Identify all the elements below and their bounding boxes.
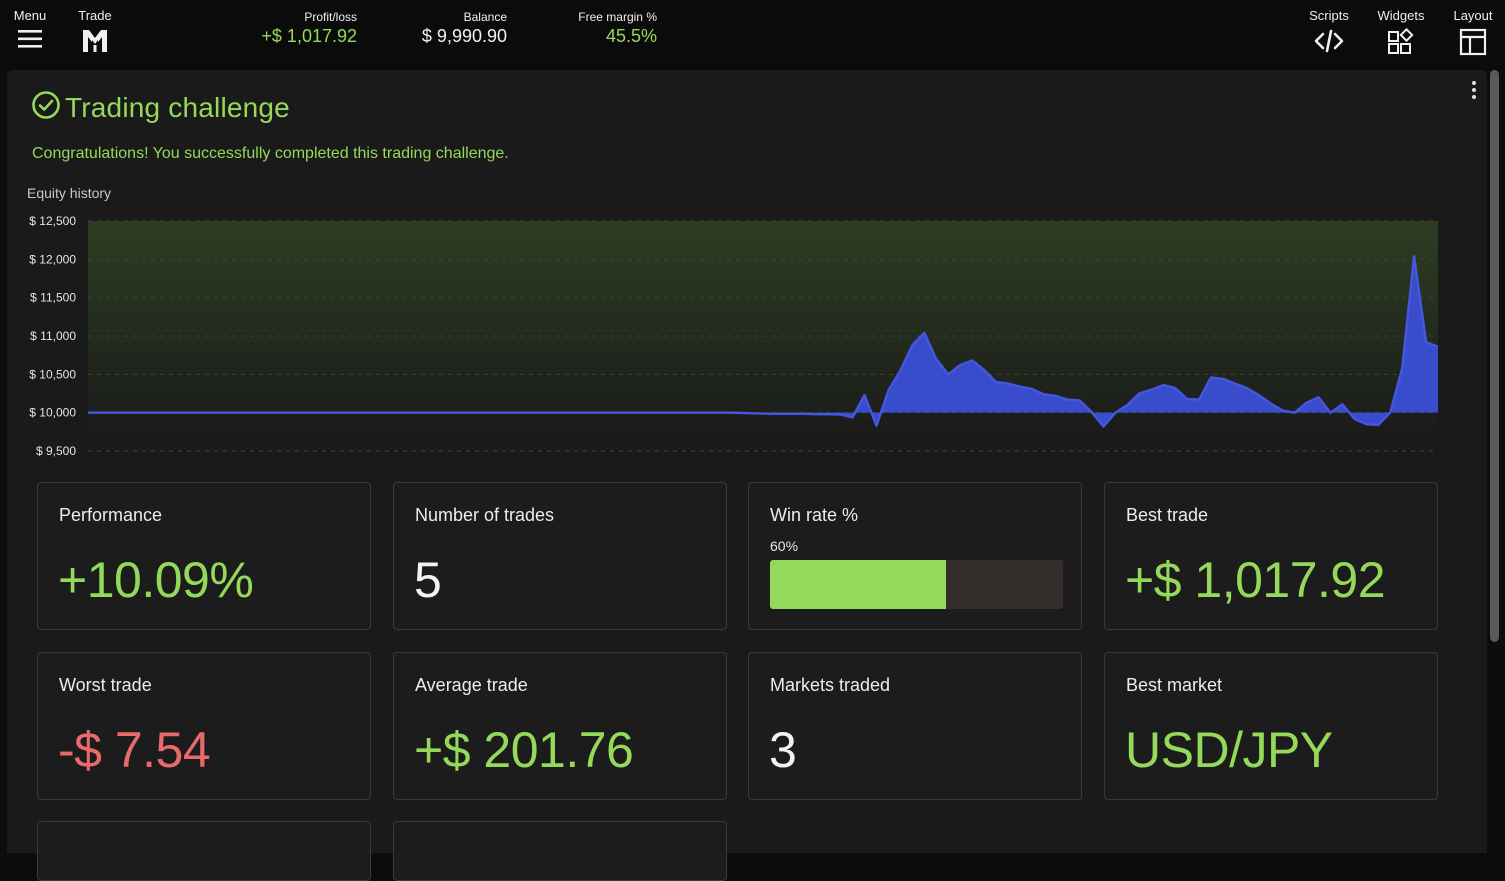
stat-card-title: Best trade <box>1126 505 1209 525</box>
brand-logo-icon <box>81 28 109 59</box>
balance-label: Balance <box>463 10 507 24</box>
menu-label: Menu <box>13 8 47 23</box>
stat-card-best-market: Best market USD/JPY <box>1104 652 1438 800</box>
menu-button[interactable]: Menu <box>12 0 48 70</box>
stat-card-title: Best market <box>1126 675 1223 695</box>
widgets-button[interactable]: Widgets <box>1372 0 1430 70</box>
stat-card-value: 5 <box>414 552 442 608</box>
balance-value: $ 9,990.90 <box>421 26 507 46</box>
code-icon <box>1314 28 1344 59</box>
layout-icon <box>1459 28 1487 61</box>
stat-card-title: Worst trade <box>59 675 152 695</box>
stat-card-markets-traded: Markets traded 3 <box>748 652 1082 800</box>
free-margin-value: 45.5% <box>605 26 657 46</box>
equity-area <box>88 256 1438 427</box>
y-tick-label: $ 12,000 <box>29 252 76 266</box>
stat-card-value: +$ 201.76 <box>414 722 634 778</box>
profit-loss-stat: Profit/loss +$ 1,017.92 <box>240 0 357 47</box>
stat-card-value: 3 <box>769 722 797 778</box>
kebab-dot-icon <box>1472 81 1476 85</box>
top-bar: Menu Trade Profit/loss +$ 1,017.92 Balan… <box>0 0 1505 70</box>
win-rate-value: 60% <box>770 538 799 554</box>
layout-button[interactable]: Layout <box>1450 0 1496 70</box>
stat-card-value: USD/JPY <box>1125 722 1333 778</box>
stat-card-number-of-trades: Number of trades 5 <box>393 482 727 630</box>
profit-loss-value: +$ 1,017.92 <box>261 26 357 46</box>
y-tick-label: $ 10,000 <box>29 406 76 420</box>
equity-line <box>88 255 1439 428</box>
stat-card-title: Number of trades <box>415 505 555 525</box>
stat-card-partial <box>393 821 727 881</box>
scripts-label: Scripts <box>1309 8 1349 23</box>
check-circle-icon <box>31 90 61 125</box>
scripts-button[interactable]: Scripts <box>1304 0 1354 70</box>
y-tick-label: $ 11,500 <box>30 291 76 305</box>
hamburger-icon <box>17 28 43 55</box>
widgets-label: Widgets <box>1377 8 1425 23</box>
balance-stat: Balance $ 9,990.90 <box>400 0 507 47</box>
y-tick-label: $ 12,500 <box>29 214 76 228</box>
y-tick-label: $ 10,500 <box>29 367 76 381</box>
stat-card-title: Performance <box>59 505 163 525</box>
trade-label: Trade <box>78 8 112 23</box>
free-margin-label: Free margin % <box>578 10 657 24</box>
kebab-dot-icon <box>1472 88 1476 92</box>
y-tick-label: $ 9,500 <box>36 444 76 458</box>
stat-card-partial <box>37 821 371 881</box>
kebab-dot-icon <box>1472 95 1476 99</box>
trade-button[interactable]: Trade <box>76 0 114 70</box>
equity-history-chart: $ 12,500 $ 12,000 $ 11,500 $ 11,000 $ 10,500… <box>29 214 1439 458</box>
y-tick-label: $ 11,000 <box>30 329 76 343</box>
stat-card-value: +$ 1,017.92 <box>1125 552 1386 608</box>
stat-card-best-trade: Best trade +$ 1,017.92 <box>1104 482 1438 630</box>
more-options-button[interactable] <box>1462 80 1486 100</box>
stat-card-title: Average trade <box>415 675 528 695</box>
stat-card-worst-trade: Worst trade -$ 7.54 <box>37 652 371 800</box>
equity-history-label: Equity history <box>27 185 112 201</box>
stat-card-value: +10.09% <box>58 552 254 608</box>
profit-loss-label: Profit/loss <box>304 10 357 24</box>
stat-card-title: Win rate % <box>770 505 859 525</box>
widgets-icon <box>1387 27 1415 61</box>
challenge-header: Trading challenge <box>31 90 290 125</box>
stat-card-title: Markets traded <box>770 675 891 695</box>
stat-card-average-trade: Average trade +$ 201.76 <box>393 652 727 800</box>
free-margin-stat: Free margin % 45.5% <box>550 0 657 47</box>
page-title: Trading challenge <box>65 91 290 123</box>
win-rate-bar-fill <box>770 560 946 609</box>
panel-scrollbar[interactable] <box>1490 70 1499 642</box>
win-rate-bar <box>770 560 1063 609</box>
layout-label: Layout <box>1453 8 1493 23</box>
stat-card-win-rate: Win rate % 60% <box>748 482 1082 630</box>
stat-card-performance: Performance +10.09% <box>37 482 371 630</box>
stat-card-value: -$ 7.54 <box>58 722 211 778</box>
completion-message: Congratulations! You successfully comple… <box>32 145 509 162</box>
